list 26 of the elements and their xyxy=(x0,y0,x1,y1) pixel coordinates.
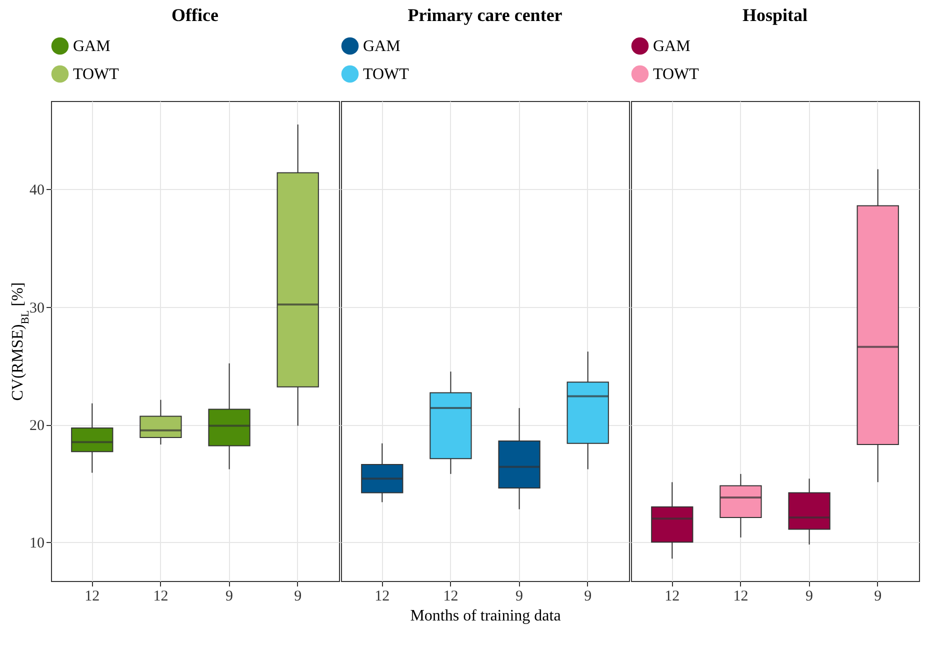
x-tick-label: 12 xyxy=(733,588,748,604)
chart-title: Hospital xyxy=(742,5,808,25)
x-tick-label: 9 xyxy=(226,588,234,604)
x-tick-label: 12 xyxy=(443,588,458,604)
x-tick-label: 9 xyxy=(516,588,524,604)
y-tick-label: 40 xyxy=(30,182,44,199)
legend-label: GAM xyxy=(363,38,400,55)
x-tick-label: 12 xyxy=(153,588,168,604)
x-tick-label: 9 xyxy=(584,588,592,604)
x-tick-label: 12 xyxy=(664,588,680,604)
x-tick-label: 9 xyxy=(294,588,302,604)
legend-label: TOWT xyxy=(73,66,120,83)
y-tick-label: 10 xyxy=(30,536,44,552)
x-tick-label: 9 xyxy=(874,588,882,604)
legend-label: GAM xyxy=(653,38,690,55)
x-axis-title: Months of training data xyxy=(410,608,561,624)
chart-title: Primary care center xyxy=(408,5,562,25)
chart-title: Office xyxy=(172,5,218,25)
legend-label: TOWT xyxy=(363,66,410,83)
x-tick-label: 12 xyxy=(84,588,100,604)
x-tick-label: 9 xyxy=(806,588,814,604)
y-tick-label: 20 xyxy=(30,418,44,434)
legend-label: TOWT xyxy=(653,66,700,83)
legend-label: GAM xyxy=(73,38,110,55)
y-tick-label: 30 xyxy=(30,300,44,316)
x-tick-label: 12 xyxy=(374,588,390,604)
